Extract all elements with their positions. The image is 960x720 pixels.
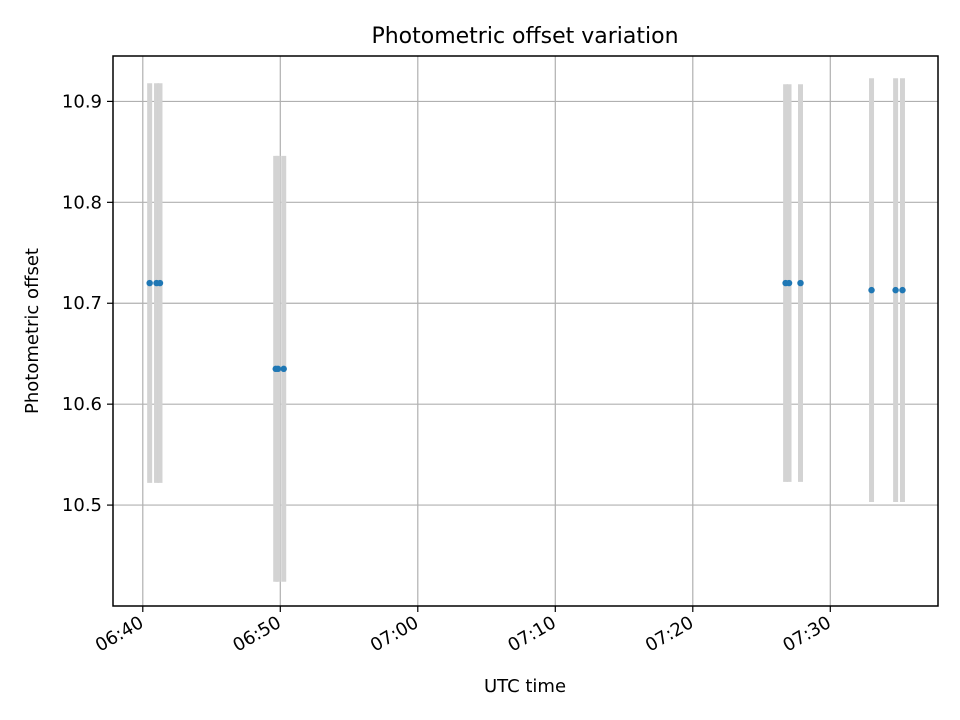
y-tick-label: 10.8	[62, 192, 102, 213]
data-point	[146, 279, 153, 287]
x-axis-label: UTC time	[484, 676, 566, 697]
data-point	[280, 365, 287, 373]
y-tick-layer: 10.5 10.6 10.7 10.8 10.9	[62, 91, 113, 516]
y-axis-label: Photometric offset	[22, 248, 43, 414]
data-point	[785, 279, 793, 287]
data-point	[868, 286, 875, 294]
data-point	[797, 279, 804, 287]
y-tick-label: 10.5	[62, 495, 102, 516]
data-point	[274, 365, 282, 373]
y-tick-label: 10.7	[62, 293, 102, 314]
y-tick-label: 10.9	[62, 91, 102, 112]
chart-title: Photometric offset variation	[371, 24, 678, 49]
y-tick-label: 10.6	[62, 394, 102, 415]
data-point	[899, 286, 906, 294]
data-point	[892, 286, 899, 294]
plot-frame	[112, 55, 939, 607]
point-layer	[146, 279, 906, 373]
data-point	[156, 279, 164, 287]
